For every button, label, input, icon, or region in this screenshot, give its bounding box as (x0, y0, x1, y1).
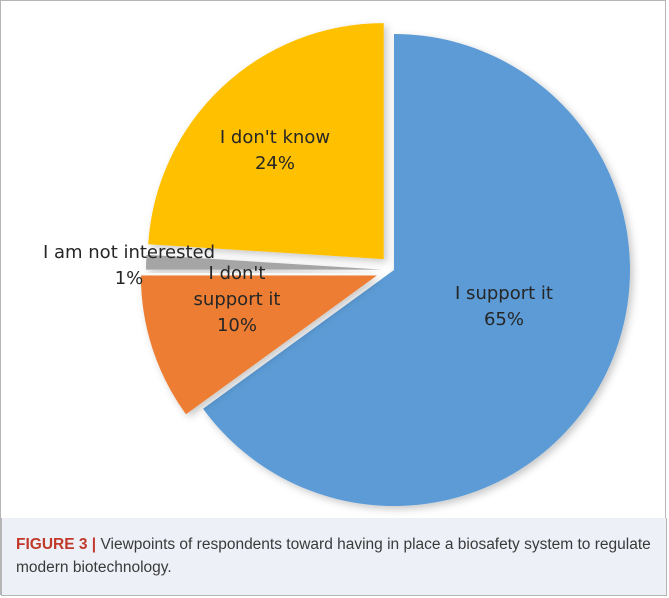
pie-slice-i-don-t-know (148, 23, 384, 260)
pie-slice-i-support-it (203, 34, 630, 506)
data-label-i-don-t-support-it: I don't support it 10% (194, 263, 281, 336)
data-label-i-don-t-know: I don't know 24% (220, 127, 330, 174)
pie-slice-i-don-t-support-it (140, 275, 377, 415)
caption-label: FIGURE 3 | (16, 536, 97, 553)
pie-slice-i-am-not-interested (146, 254, 383, 270)
figure-caption: FIGURE 3 | Viewpoints of respondents tow… (1, 518, 667, 596)
data-label-i-am-not-interested: I am not interested 1% (43, 242, 215, 289)
pie-chart: I support it 65% I don't support it 10%I am … (43, 23, 630, 506)
caption-text: Viewpoints of respondents toward having … (16, 536, 651, 576)
data-label-i-support-it: I support it 65% (455, 283, 553, 330)
